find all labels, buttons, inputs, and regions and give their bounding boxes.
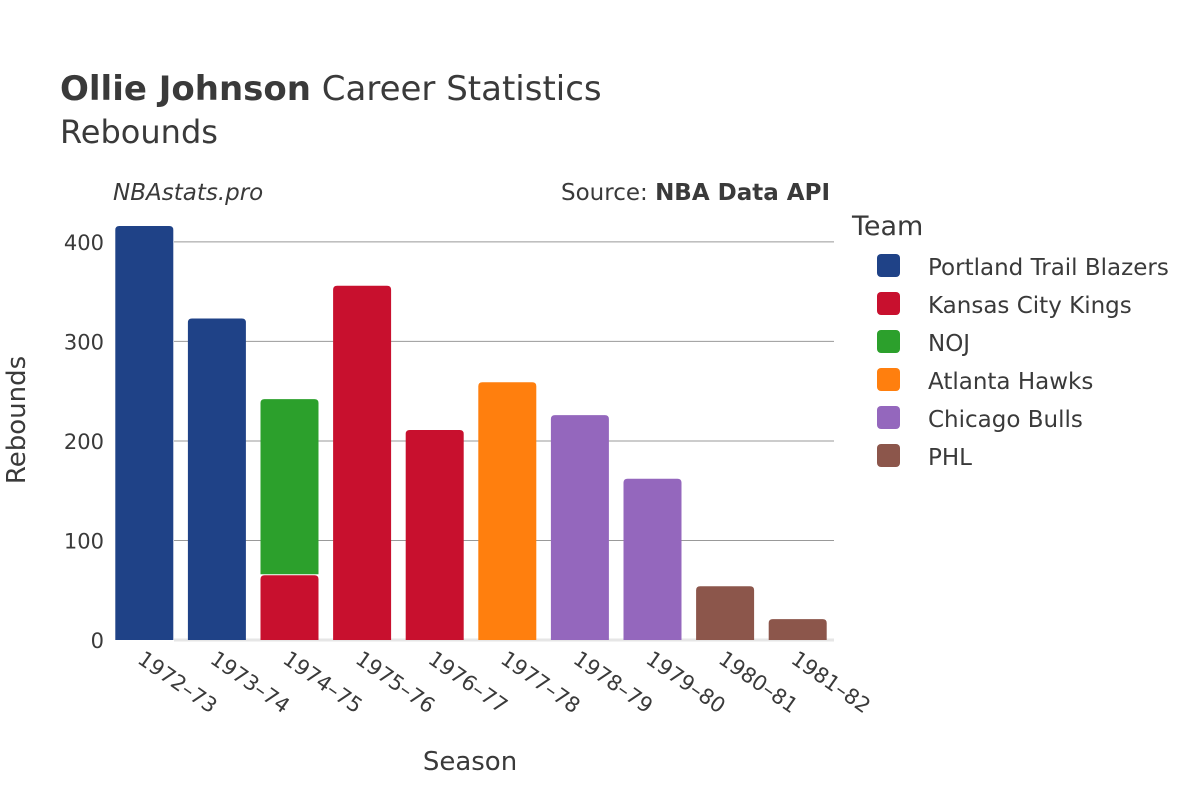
legend-title: Team	[851, 211, 923, 242]
bar-kansas-city-kings-1975–76	[333, 285, 392, 640]
legend-label-noj: NOJ	[928, 331, 970, 357]
x-tick-label: 1979–80	[642, 646, 730, 718]
y-tick-label: 200	[64, 430, 104, 454]
chart-subtitle: Rebounds	[60, 113, 218, 151]
x-axis-title: Season	[423, 747, 517, 777]
y-tick-labels: 0 100 200 300 400	[64, 231, 104, 653]
source-name: NBA Data API	[655, 180, 830, 206]
bar-chicago-bulls-1979–80	[623, 478, 682, 640]
source-prefix: Source:	[561, 180, 655, 206]
legend-label-atlanta-hawks: Atlanta Hawks	[928, 369, 1093, 395]
watermark: NBAstats.pro	[113, 180, 263, 206]
y-tick-label: 100	[64, 529, 104, 553]
bar-kansas-city-kings-1976–77	[405, 430, 464, 640]
legend-swatch-atlanta-hawks	[877, 368, 900, 391]
legend: Portland Trail Blazers Kansas City Kings N…	[877, 254, 1169, 471]
legend-swatch-phl	[877, 444, 900, 467]
y-axis-title: Rebounds	[2, 356, 32, 484]
bars	[115, 225, 827, 640]
bar-kansas-city-kings-1974–75	[260, 575, 319, 640]
y-tick-label: 0	[91, 629, 104, 653]
legend-swatch-portland-trail-blazers	[877, 254, 900, 277]
legend-label-phl: PHL	[928, 445, 972, 471]
x-tick-labels: 1972–731973–741974–751975–761976–771977–…	[133, 646, 874, 718]
legend-swatch-kansas-city-kings	[877, 292, 900, 315]
bar-noj-1974–75	[260, 399, 319, 575]
x-tick-label: 1972–73	[133, 646, 221, 718]
x-tick-label: 1974–75	[279, 646, 367, 718]
x-tick-label: 1981–82	[787, 646, 875, 718]
bar-portland-trail-blazers-1973–74	[187, 318, 246, 640]
source-note: Source: NBA Data API	[561, 180, 830, 206]
x-tick-label: 1980–81	[714, 646, 802, 718]
x-tick-label: 1976–77	[424, 646, 512, 718]
legend-label-kansas-city-kings: Kansas City Kings	[928, 293, 1132, 319]
x-tick-label: 1973–74	[206, 646, 294, 718]
legend-swatch-noj	[877, 330, 900, 353]
legend-label-portland-trail-blazers: Portland Trail Blazers	[928, 255, 1169, 281]
bar-phl-1980–81	[696, 586, 755, 640]
chart-title: Ollie Johnson Career Statistics	[60, 69, 602, 109]
legend-swatch-chicago-bulls	[877, 406, 900, 429]
x-tick-label: 1977–78	[496, 646, 584, 718]
chart-title-rest: Career Statistics	[311, 69, 602, 109]
chart-title-player: Ollie Johnson	[60, 69, 311, 109]
bar-portland-trail-blazers-1972–73	[115, 225, 174, 640]
y-tick-label: 300	[64, 330, 104, 354]
x-tick-label: 1975–76	[351, 646, 439, 718]
bar-chicago-bulls-1978–79	[550, 415, 609, 640]
legend-label-chicago-bulls: Chicago Bulls	[928, 407, 1083, 433]
y-tick-label: 400	[64, 231, 104, 255]
bar-phl-1981–82	[768, 619, 827, 640]
bar-atlanta-hawks-1977–78	[478, 382, 537, 640]
x-tick-label: 1978–79	[569, 646, 657, 718]
